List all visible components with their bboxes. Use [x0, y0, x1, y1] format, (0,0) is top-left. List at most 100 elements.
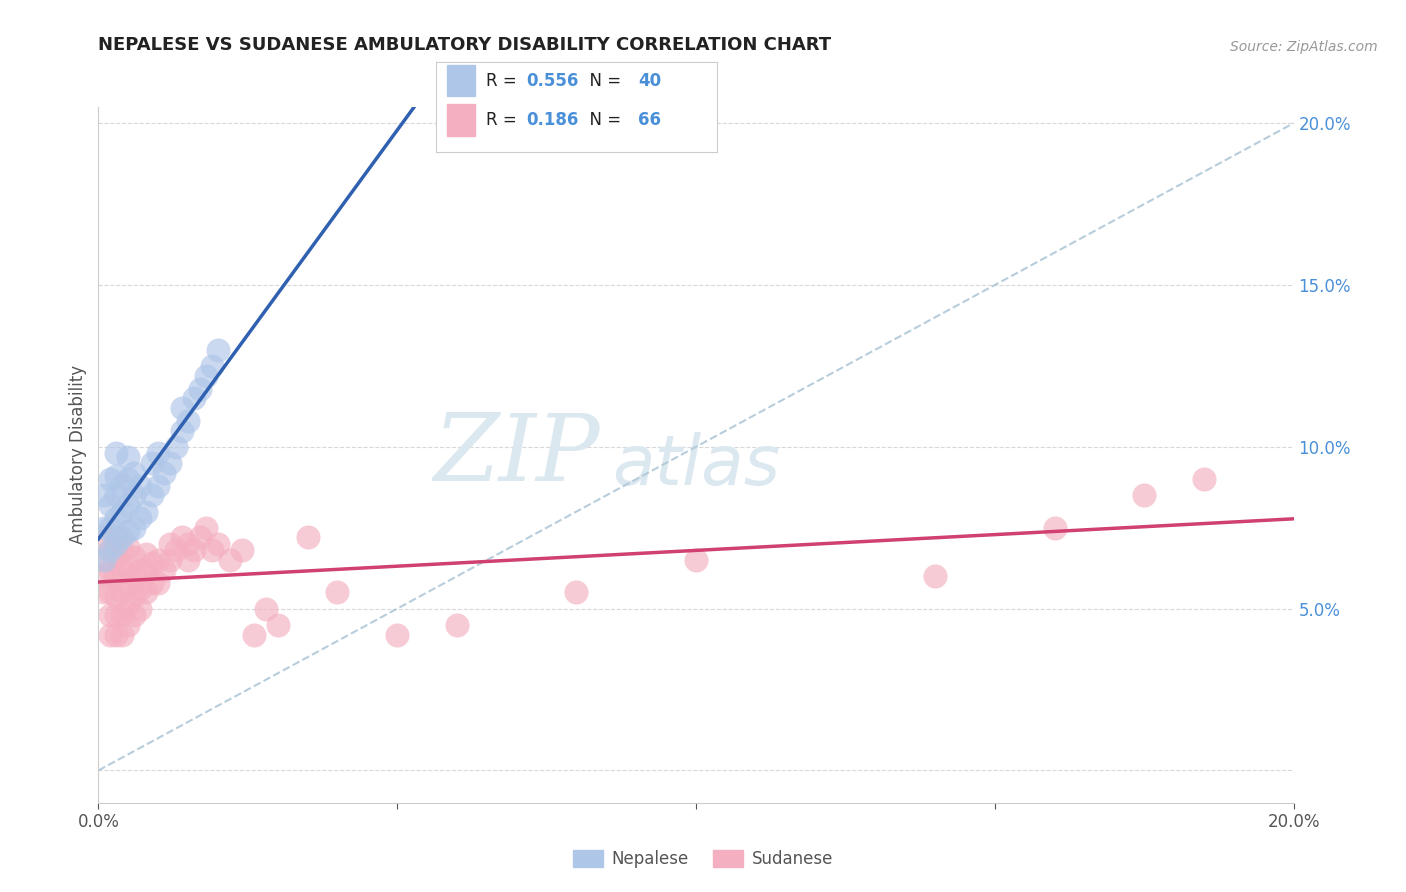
Point [153, 563, 176, 577]
Point [195, 521, 218, 535]
Point [105, 608, 128, 623]
Point [129, 563, 152, 577]
Point [105, 488, 128, 502]
Point [111, 504, 134, 518]
Y-axis label: Ambulatory Disability: Ambulatory Disability [69, 366, 87, 544]
Text: Source: ZipAtlas.com: Source: ZipAtlas.com [1230, 39, 1378, 54]
Point [129, 478, 152, 492]
Text: 0.556: 0.556 [526, 71, 578, 90]
Point [195, 368, 218, 383]
Text: 66: 66 [638, 111, 661, 129]
Point [111, 627, 134, 641]
Point [148, 446, 170, 460]
Point [93, 488, 115, 502]
Text: atlas: atlas [613, 432, 780, 499]
Point [924, 569, 946, 583]
Point [111, 478, 134, 492]
Point [105, 511, 128, 525]
Point [183, 543, 205, 558]
Point [148, 575, 170, 590]
Point [1133, 488, 1156, 502]
Point [105, 531, 128, 545]
Point [100, 627, 122, 641]
Point [117, 559, 139, 574]
Point [100, 563, 122, 577]
Point [105, 627, 128, 641]
Point [201, 543, 224, 558]
Point [177, 414, 200, 428]
Point [117, 472, 139, 486]
Point [111, 585, 134, 599]
Point [124, 466, 146, 480]
Point [231, 543, 253, 558]
Point [93, 553, 115, 567]
Point [100, 472, 122, 486]
Point [188, 531, 211, 545]
Point [219, 553, 242, 567]
Point [1043, 521, 1066, 535]
Point [148, 478, 170, 492]
Point [100, 585, 122, 599]
Text: N =: N = [579, 71, 627, 90]
Point [565, 585, 588, 599]
Point [159, 537, 181, 551]
Point [105, 446, 128, 460]
Point [297, 531, 319, 545]
Point [100, 543, 122, 558]
Point [105, 549, 128, 564]
Point [243, 627, 266, 641]
Point [153, 466, 176, 480]
Point [159, 456, 181, 470]
Point [135, 504, 157, 518]
Point [117, 524, 139, 538]
Point [124, 521, 146, 535]
Point [141, 456, 163, 470]
Point [177, 537, 200, 551]
Point [135, 547, 157, 561]
Point [172, 401, 194, 415]
Point [93, 553, 115, 567]
Point [207, 537, 229, 551]
Point [201, 359, 224, 373]
Point [124, 589, 146, 603]
Point [165, 440, 187, 454]
Point [135, 566, 157, 580]
Point [124, 608, 146, 623]
Point [117, 498, 139, 512]
Legend: Nepalese, Sudanese: Nepalese, Sudanese [567, 843, 839, 875]
Point [254, 601, 277, 615]
Point [100, 498, 122, 512]
Text: ZIP: ZIP [433, 410, 600, 500]
Text: NEPALESE VS SUDANESE AMBULATORY DISABILITY CORRELATION CHART: NEPALESE VS SUDANESE AMBULATORY DISABILI… [98, 36, 831, 54]
Bar [447, 104, 475, 136]
Point [117, 540, 139, 554]
Text: 0.186: 0.186 [526, 111, 578, 129]
Point [105, 537, 128, 551]
Point [111, 531, 134, 545]
Point [141, 557, 163, 571]
Point [124, 488, 146, 502]
Point [117, 617, 139, 632]
Text: 40: 40 [638, 71, 661, 90]
Point [446, 617, 468, 632]
Point [93, 585, 115, 599]
Point [129, 582, 152, 597]
Point [172, 531, 194, 545]
Point [188, 382, 211, 396]
Point [100, 543, 122, 558]
Text: R =: R = [486, 71, 523, 90]
Point [93, 569, 115, 583]
Point [117, 599, 139, 613]
Point [385, 627, 409, 641]
Point [105, 589, 128, 603]
Point [135, 585, 157, 599]
Point [207, 343, 229, 357]
Point [165, 543, 187, 558]
Point [100, 521, 122, 535]
Point [326, 585, 349, 599]
Point [93, 531, 115, 545]
Point [117, 579, 139, 593]
Point [105, 569, 128, 583]
Point [267, 617, 290, 632]
Point [159, 553, 181, 567]
